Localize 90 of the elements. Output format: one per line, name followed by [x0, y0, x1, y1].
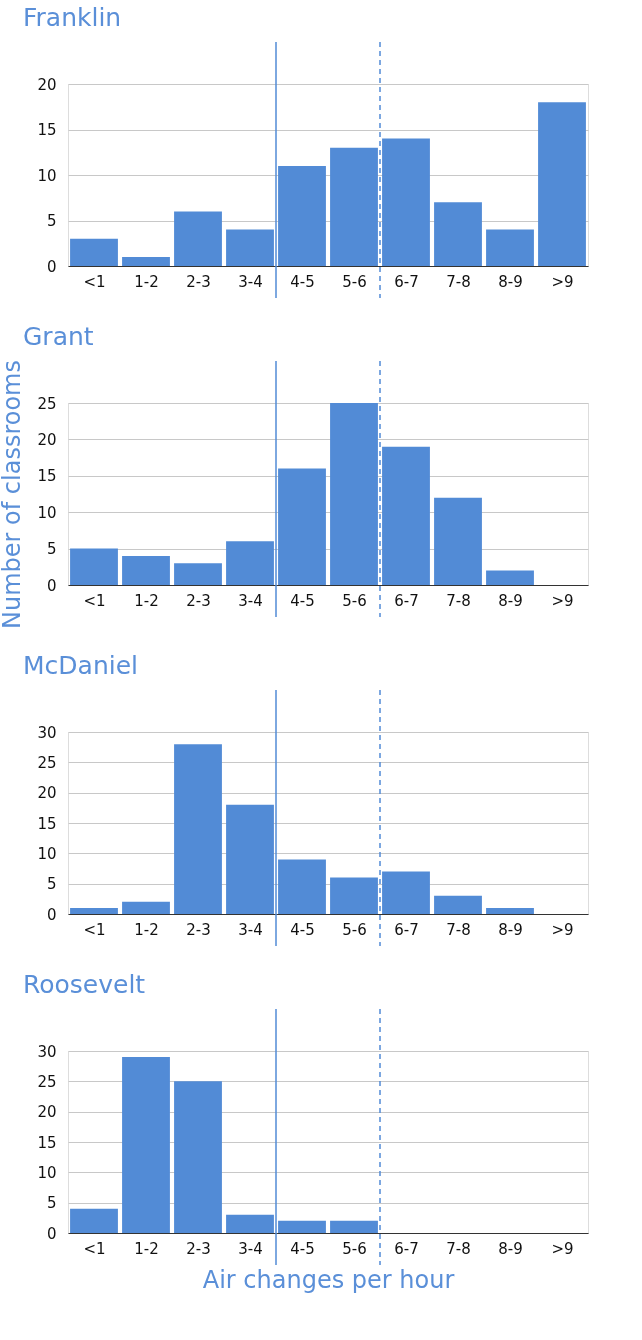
y-tick-label: 15	[37, 1133, 57, 1152]
y-tick-label: 20	[37, 75, 57, 94]
y-tick-label: 5	[46, 1194, 57, 1213]
x-tick-label: 6-7	[394, 1239, 419, 1258]
y-tick-label: 5	[46, 212, 57, 230]
y-tick-label: 15	[37, 121, 57, 139]
x-tick-label: 5-6	[342, 1239, 367, 1258]
y-tick-label: 15	[37, 467, 57, 486]
x-tick-label: 6-7	[394, 591, 419, 610]
x-tick-label: 5-6	[342, 272, 367, 291]
bar	[538, 102, 586, 266]
x-tick-label: >9	[551, 591, 574, 610]
x-tick-label: 5-6	[342, 920, 367, 939]
y-tick-label: 10	[37, 1163, 57, 1182]
x-tick-label: >9	[551, 272, 574, 291]
y-tick-label: 10	[37, 166, 57, 185]
bar	[122, 256, 170, 266]
x-tick-label: 3-4	[238, 920, 263, 939]
x-tick-label: 1-2	[134, 1239, 159, 1258]
bar	[486, 907, 534, 914]
bar	[174, 211, 222, 266]
x-tick-label: >9	[551, 1239, 574, 1258]
x-tick-label: <1	[83, 1239, 106, 1258]
bar	[486, 229, 534, 266]
bar	[174, 1081, 222, 1233]
chart-title: Grant	[23, 321, 94, 351]
x-tick-label: 3-4	[238, 1239, 263, 1258]
chart-title: Roosevelt	[23, 970, 146, 1000]
bar	[70, 1208, 118, 1233]
x-tick-label: 2-3	[186, 591, 211, 610]
x-tick-label: 3-4	[238, 272, 263, 291]
y-tick-label: 20	[37, 784, 57, 803]
x-tick-label: 4-5	[290, 272, 315, 291]
y-tick-label: 20	[37, 1103, 57, 1122]
x-tick-label: 8-9	[498, 1239, 523, 1258]
y-tick-label: 25	[37, 753, 57, 772]
bar	[174, 744, 222, 914]
y-tick-label: 25	[37, 394, 57, 413]
y-tick-label: 5	[46, 875, 57, 894]
y-tick-label: 25	[37, 1072, 57, 1091]
x-tick-label: 4-5	[290, 1239, 315, 1258]
x-axis-title: Air changes per hour	[202, 1265, 455, 1294]
x-tick-label: 8-9	[498, 920, 523, 939]
bar	[486, 570, 534, 585]
x-tick-label: 6-7	[394, 920, 419, 939]
x-tick-label: 1-2	[134, 272, 159, 291]
x-tick-label: 1-2	[134, 591, 159, 610]
x-tick-label: <1	[83, 591, 106, 610]
bar	[70, 548, 118, 585]
y-tick-label: 30	[37, 1042, 57, 1061]
x-tick-label: 4-5	[290, 591, 315, 610]
x-tick-label: 7-8	[446, 1239, 471, 1258]
x-tick-label: 5-6	[342, 591, 367, 610]
x-tick-label: 6-7	[394, 272, 419, 291]
bar	[122, 1057, 170, 1233]
bar	[122, 555, 170, 585]
x-tick-label: >9	[551, 920, 574, 939]
y-tick-label: 10	[37, 503, 57, 522]
y-tick-label: 30	[37, 723, 57, 742]
y-tick-label: 5	[46, 540, 57, 559]
y-tick-label: 20	[37, 430, 57, 449]
bar	[70, 238, 118, 266]
bar	[434, 202, 482, 266]
x-tick-label: 8-9	[498, 591, 523, 610]
y-tick-label: 15	[37, 814, 57, 833]
x-tick-label: 3-4	[238, 591, 263, 610]
y-axis-title: Number of classrooms	[0, 360, 27, 629]
x-tick-label: 7-8	[446, 920, 471, 939]
y-tick-label: 10	[37, 844, 57, 863]
chart-title: Franklin	[23, 3, 122, 33]
bar	[174, 563, 222, 585]
y-tick-label: 0	[46, 576, 57, 595]
bar	[434, 497, 482, 585]
chart-title: McDaniel	[23, 651, 139, 681]
bar	[122, 901, 170, 914]
x-tick-label: 4-5	[290, 920, 315, 939]
x-tick-label: 7-8	[446, 591, 471, 610]
x-tick-label: <1	[83, 272, 106, 291]
bar	[434, 895, 482, 914]
y-tick-label: 0	[46, 257, 57, 276]
x-tick-label: 2-3	[186, 272, 211, 291]
x-tick-label: 2-3	[186, 1239, 211, 1258]
x-tick-label: 8-9	[498, 272, 523, 291]
x-tick-label: <1	[83, 920, 106, 939]
x-tick-label: 2-3	[186, 920, 211, 939]
y-tick-label: 0	[46, 1224, 57, 1243]
x-tick-label: 1-2	[134, 920, 159, 939]
x-tick-label: 7-8	[446, 272, 471, 291]
y-tick-label: 0	[46, 905, 57, 924]
bar	[70, 907, 118, 914]
